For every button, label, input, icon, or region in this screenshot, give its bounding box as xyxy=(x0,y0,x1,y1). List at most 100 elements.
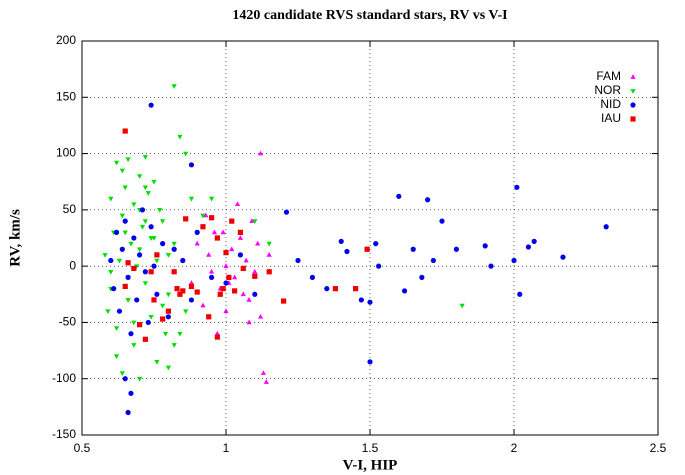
point xyxy=(131,235,137,241)
point xyxy=(353,286,359,292)
point xyxy=(309,274,315,280)
point xyxy=(209,215,215,221)
point xyxy=(249,218,255,223)
point xyxy=(206,252,212,257)
point xyxy=(263,379,269,384)
point xyxy=(148,224,154,230)
point xyxy=(180,288,186,294)
point xyxy=(157,208,163,213)
point xyxy=(165,365,171,371)
point xyxy=(134,297,140,303)
point xyxy=(125,409,131,416)
y-tick-label: 0 xyxy=(69,258,76,272)
point xyxy=(243,257,249,263)
point xyxy=(257,150,264,156)
point xyxy=(252,268,258,274)
point xyxy=(131,320,137,326)
point xyxy=(102,253,108,258)
point xyxy=(160,303,166,309)
x-tick-label: 2.5 xyxy=(650,441,667,455)
point xyxy=(171,343,177,348)
point xyxy=(177,134,183,140)
point xyxy=(116,308,123,314)
point xyxy=(358,297,364,303)
point xyxy=(128,331,134,337)
point xyxy=(234,201,241,207)
point xyxy=(211,229,218,235)
point xyxy=(410,246,416,252)
y-tick-label: 50 xyxy=(63,202,77,216)
y-tick-label: -150 xyxy=(52,427,76,441)
point xyxy=(177,331,183,337)
point xyxy=(367,299,373,305)
point xyxy=(220,286,226,292)
point xyxy=(151,263,157,269)
point xyxy=(165,314,171,320)
point xyxy=(482,243,488,249)
point xyxy=(165,308,171,314)
point xyxy=(154,291,160,297)
point xyxy=(137,376,143,382)
point xyxy=(430,257,436,264)
point xyxy=(266,269,272,275)
point xyxy=(125,260,131,266)
point xyxy=(108,269,114,275)
point xyxy=(237,229,243,235)
x-axis-label: V-I, HIP xyxy=(343,457,398,473)
legend-label: NOR xyxy=(594,83,621,97)
point xyxy=(148,269,154,275)
legend-label: FAM xyxy=(596,69,621,83)
point xyxy=(439,218,445,224)
plot-frame xyxy=(81,40,659,436)
point xyxy=(517,291,523,297)
point xyxy=(203,212,209,218)
point xyxy=(160,219,166,224)
point xyxy=(131,343,137,348)
point xyxy=(177,291,183,297)
point xyxy=(113,354,120,360)
point xyxy=(194,229,200,235)
point xyxy=(122,128,128,134)
point xyxy=(116,258,123,264)
point xyxy=(148,314,154,320)
point xyxy=(255,240,261,246)
point xyxy=(229,218,235,224)
point xyxy=(128,241,134,247)
point xyxy=(137,174,143,179)
point xyxy=(232,274,238,280)
point xyxy=(246,319,252,325)
point xyxy=(206,314,212,320)
point xyxy=(214,235,220,241)
point xyxy=(194,240,200,246)
point xyxy=(165,253,171,258)
point xyxy=(488,263,494,269)
point xyxy=(148,102,154,108)
point xyxy=(183,151,189,157)
point xyxy=(139,207,146,213)
point xyxy=(113,160,120,166)
point xyxy=(131,265,137,271)
x-tick-label: 2 xyxy=(511,441,518,455)
point xyxy=(137,247,143,253)
point xyxy=(226,274,232,280)
point xyxy=(171,246,177,252)
point xyxy=(162,331,169,337)
point xyxy=(531,238,537,244)
legend-marker xyxy=(630,102,636,108)
point xyxy=(119,213,125,219)
point xyxy=(194,289,200,295)
point xyxy=(525,244,532,250)
point xyxy=(260,370,267,375)
point xyxy=(396,193,402,199)
point xyxy=(188,196,195,202)
point xyxy=(119,246,125,252)
chart-title: 1420 candidate RVS standard stars, RV vs… xyxy=(232,8,507,23)
point xyxy=(217,291,223,297)
point xyxy=(180,257,186,264)
point xyxy=(560,254,566,260)
point xyxy=(373,241,379,247)
point xyxy=(125,298,131,303)
point xyxy=(364,246,370,252)
point xyxy=(131,202,137,208)
